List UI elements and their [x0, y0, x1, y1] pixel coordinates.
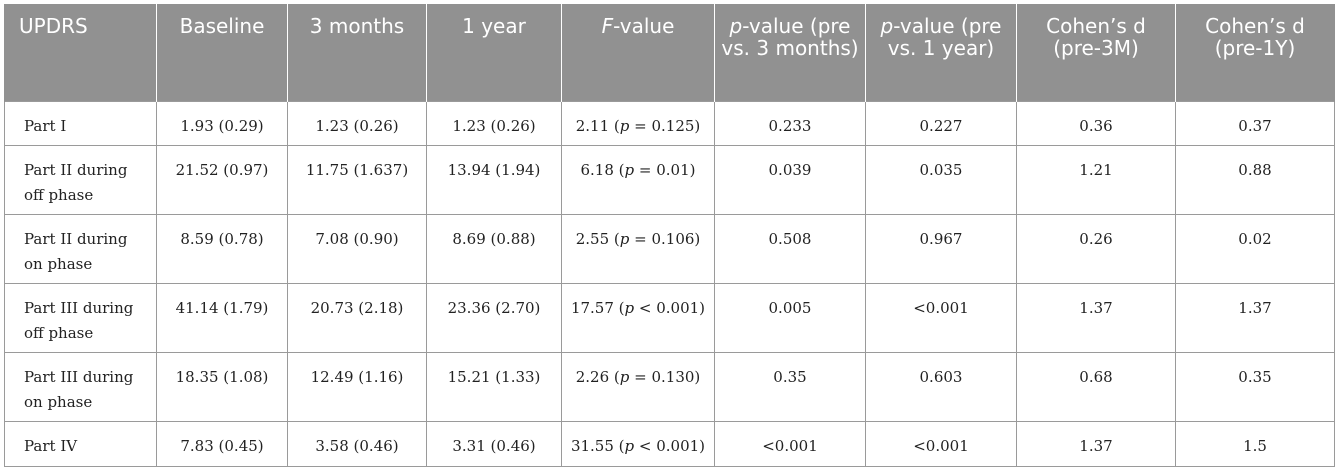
header-row: UPDRS Baseline 3 months 1 year F-value p…	[4, 4, 1335, 101]
cell-cohens-d-3m: 1.37	[1016, 420, 1176, 467]
table-row: Part I 1.93 (0.29) 1.23 (0.26) 1.23 (0.2…	[4, 100, 1335, 146]
f-value-number: 6.18 (	[580, 160, 625, 179]
cell-baseline: 18.35 (1.08)	[156, 351, 288, 422]
table-row: Part II during off phase 21.52 (0.97) 11…	[4, 144, 1335, 215]
cell-cohens-d-3m: 0.36	[1016, 100, 1176, 146]
cell-f-value: 2.11 (p = 0.125)	[561, 100, 715, 146]
header-f-value: F-value	[561, 4, 715, 101]
cell-cohens-d-3m: 1.37	[1016, 282, 1176, 353]
f-value-number: 17.57 (	[570, 298, 625, 317]
f-value-p-symbol: p	[619, 367, 630, 386]
cell-1-year: 8.69 (0.88)	[426, 213, 562, 284]
f-value-p-text: < 0.001)	[634, 436, 706, 455]
cell-cohens-d-1y: 1.5	[1175, 420, 1335, 467]
cell-p-value-1-year: 0.227	[865, 100, 1017, 146]
cell-cohens-d-1y: 0.35	[1175, 351, 1335, 422]
f-value-number: 2.26 (	[575, 367, 620, 386]
cell-p-value-3-months: 0.039	[714, 144, 866, 215]
cell-f-value: 31.55 (p < 0.001)	[561, 420, 715, 467]
cell-cohens-d-1y: 0.37	[1175, 100, 1335, 146]
cell-3-months: 1.23 (0.26)	[287, 100, 427, 146]
header-cohens-d-3m: Cohen’s d (pre-3M)	[1016, 4, 1176, 101]
cell-1-year: 3.31 (0.46)	[426, 420, 562, 467]
cell-f-value: 2.26 (p = 0.130)	[561, 351, 715, 422]
cell-baseline: 1.93 (0.29)	[156, 100, 288, 146]
cell-p-value-3-months: 0.233	[714, 100, 866, 146]
table-row: Part III during off phase 41.14 (1.79) 2…	[4, 282, 1335, 353]
f-value-p-text: = 0.106)	[629, 229, 701, 248]
header-p-value-1-year: p-value (pre vs. 1 year)	[865, 4, 1017, 101]
cell-p-value-1-year: 0.035	[865, 144, 1017, 215]
f-value-number: 2.55 (	[575, 229, 620, 248]
cell-1-year: 15.21 (1.33)	[426, 351, 562, 422]
cell-p-value-1-year: 0.603	[865, 351, 1017, 422]
cell-1-year: 1.23 (0.26)	[426, 100, 562, 146]
cell-f-value: 2.55 (p = 0.106)	[561, 213, 715, 284]
table-header: UPDRS Baseline 3 months 1 year F-value p…	[4, 4, 1335, 101]
f-value-p-symbol: p	[619, 116, 630, 135]
cell-p-value-3-months: 0.508	[714, 213, 866, 284]
cell-3-months: 12.49 (1.16)	[287, 351, 427, 422]
header-p-value-3-months: p-value (pre vs. 3 months)	[714, 4, 866, 101]
row-label: Part IV	[4, 420, 157, 467]
cell-p-value-3-months: 0.35	[714, 351, 866, 422]
cell-baseline: 8.59 (0.78)	[156, 213, 288, 284]
f-value-number: 2.11 (	[575, 116, 620, 135]
cell-p-value-3-months: 0.005	[714, 282, 866, 353]
header-p3-symbol: p	[729, 14, 743, 38]
cell-cohens-d-3m: 1.21	[1016, 144, 1176, 215]
table-row: Part II during on phase 8.59 (0.78) 7.08…	[4, 213, 1335, 284]
cell-3-months: 11.75 (1.637)	[287, 144, 427, 215]
header-cohens-d-1y: Cohen’s d (pre-1Y)	[1175, 4, 1335, 101]
cell-1-year: 13.94 (1.94)	[426, 144, 562, 215]
cell-baseline: 7.83 (0.45)	[156, 420, 288, 467]
row-label: Part I	[4, 100, 157, 146]
row-label: Part II during off phase	[4, 144, 157, 215]
cell-p-value-1-year: 0.967	[865, 213, 1017, 284]
row-label: Part III during off phase	[4, 282, 157, 353]
header-1-year: 1 year	[426, 4, 562, 101]
header-updrs: UPDRS	[4, 4, 157, 101]
row-label: Part II during on phase	[4, 213, 157, 284]
cell-cohens-d-3m: 0.26	[1016, 213, 1176, 284]
f-value-number: 31.55 (	[570, 436, 625, 455]
table-body: Part I 1.93 (0.29) 1.23 (0.26) 1.23 (0.2…	[4, 100, 1335, 467]
row-label: Part III during on phase	[4, 351, 157, 422]
header-p1-label: -value (pre vs. 1 year)	[887, 14, 1002, 60]
cell-cohens-d-1y: 0.88	[1175, 144, 1335, 215]
cell-cohens-d-1y: 1.37	[1175, 282, 1335, 353]
cell-f-value: 6.18 (p = 0.01)	[561, 144, 715, 215]
cell-p-value-1-year: <0.001	[865, 282, 1017, 353]
f-value-p-symbol: p	[624, 436, 635, 455]
f-value-p-symbol: p	[624, 298, 635, 317]
header-baseline: Baseline	[156, 4, 288, 101]
f-value-p-symbol: p	[624, 160, 635, 179]
cell-p-value-3-months: <0.001	[714, 420, 866, 467]
f-value-p-text: = 0.130)	[629, 367, 701, 386]
cell-cohens-d-3m: 0.68	[1016, 351, 1176, 422]
updrs-results-table: UPDRS Baseline 3 months 1 year F-value p…	[4, 4, 1335, 467]
table-row: Part III during on phase 18.35 (1.08) 12…	[4, 351, 1335, 422]
header-p1-symbol: p	[880, 14, 894, 38]
cell-cohens-d-1y: 0.02	[1175, 213, 1335, 284]
f-value-p-symbol: p	[619, 229, 630, 248]
table-row: Part IV 7.83 (0.45) 3.58 (0.46) 3.31 (0.…	[4, 420, 1335, 467]
header-3-months: 3 months	[287, 4, 427, 101]
cell-f-value: 17.57 (p < 0.001)	[561, 282, 715, 353]
cell-3-months: 7.08 (0.90)	[287, 213, 427, 284]
header-p3-label: -value (pre vs. 3 months)	[721, 14, 859, 60]
cell-p-value-1-year: <0.001	[865, 420, 1017, 467]
header-f-label: -value	[613, 14, 675, 38]
cell-3-months: 20.73 (2.18)	[287, 282, 427, 353]
cell-baseline: 21.52 (0.97)	[156, 144, 288, 215]
f-value-p-text: < 0.001)	[634, 298, 706, 317]
cell-3-months: 3.58 (0.46)	[287, 420, 427, 467]
cell-baseline: 41.14 (1.79)	[156, 282, 288, 353]
cell-1-year: 23.36 (2.70)	[426, 282, 562, 353]
f-value-p-text: = 0.125)	[629, 116, 701, 135]
f-value-p-text: = 0.01)	[634, 160, 696, 179]
header-f-symbol: F	[601, 14, 614, 38]
